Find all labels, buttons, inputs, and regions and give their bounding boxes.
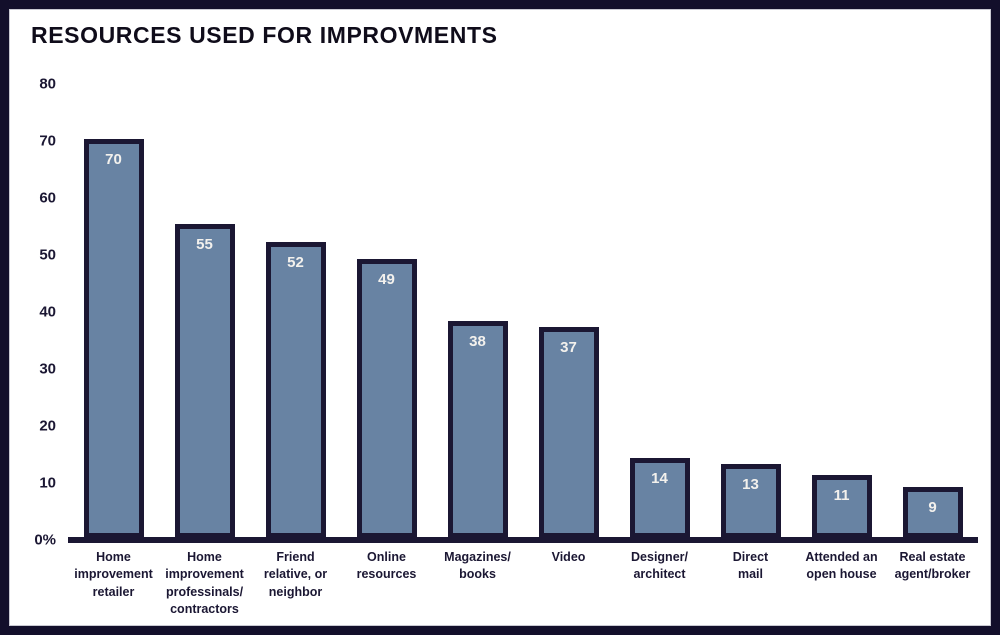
bar-value-label: 13: [742, 476, 759, 493]
x-category-label: Designer/ architect: [631, 550, 688, 582]
bar-column: 37: [523, 82, 614, 538]
x-axis-labels: Home improvement retailer Home improvemen…: [68, 549, 978, 618]
bar: 11: [811, 475, 872, 538]
bar-value-label: 49: [378, 271, 395, 288]
x-axis-line: [68, 537, 978, 543]
x-category-label: Real estate agent/broker: [894, 550, 971, 582]
y-tick-label: 0%: [34, 531, 56, 549]
x-category-label: Friend relative, or neighbor: [263, 550, 328, 599]
y-tick-label: 80: [39, 75, 56, 93]
bar-value-label: 9: [928, 499, 937, 516]
x-category-label: Home improvement professinals/ contracto…: [165, 550, 244, 616]
x-category-label: Online resources: [356, 550, 417, 582]
x-category-label: Direct mail: [732, 550, 769, 582]
bar-value-label: 70: [105, 151, 122, 168]
x-category-label: Home improvement retailer: [74, 550, 153, 599]
bar-column: 70: [68, 82, 159, 538]
bar: 13: [720, 464, 781, 538]
bar-column: 13: [705, 82, 796, 538]
x-category-label: Video: [551, 550, 586, 564]
bar-value-label: 37: [560, 339, 577, 356]
y-tick-label: 50: [39, 246, 56, 264]
bar: 37: [538, 327, 599, 538]
bar: 52: [265, 242, 326, 538]
bar-column: 49: [341, 82, 432, 538]
bar: 70: [83, 139, 144, 538]
bar-value-label: 52: [287, 254, 304, 271]
x-category-label: Magazines/ books: [444, 550, 511, 582]
y-tick-label: 40: [39, 303, 56, 321]
chart-title: RESOURCES USED FOR IMPROVMENTS: [31, 22, 498, 48]
y-tick-label: 70: [39, 132, 56, 150]
bar-column: 55: [159, 82, 250, 538]
bar-column: 14: [614, 82, 705, 538]
x-category-label: Attended an open house: [805, 550, 878, 582]
plot-area: 70 55 52 49 38 37 14 13 11 9: [68, 82, 978, 538]
bar-column: 9: [887, 82, 978, 538]
bar-value-label: 55: [196, 236, 213, 253]
bar-column: 11: [796, 82, 887, 538]
bar: 38: [447, 321, 508, 538]
bar-column: 38: [432, 82, 523, 538]
bar: 49: [356, 259, 417, 538]
bar: 14: [629, 458, 690, 538]
bar-value-label: 11: [833, 487, 850, 504]
bar: 55: [174, 224, 235, 538]
y-tick-label: 20: [39, 417, 56, 435]
bar-value-label: 14: [651, 470, 668, 487]
y-tick-label: 60: [39, 189, 56, 207]
y-tick-label: 30: [39, 360, 56, 378]
bar-column: 52: [250, 82, 341, 538]
bar-value-label: 38: [469, 333, 486, 350]
bar: 9: [902, 487, 963, 538]
y-tick-label: 10: [39, 474, 56, 492]
